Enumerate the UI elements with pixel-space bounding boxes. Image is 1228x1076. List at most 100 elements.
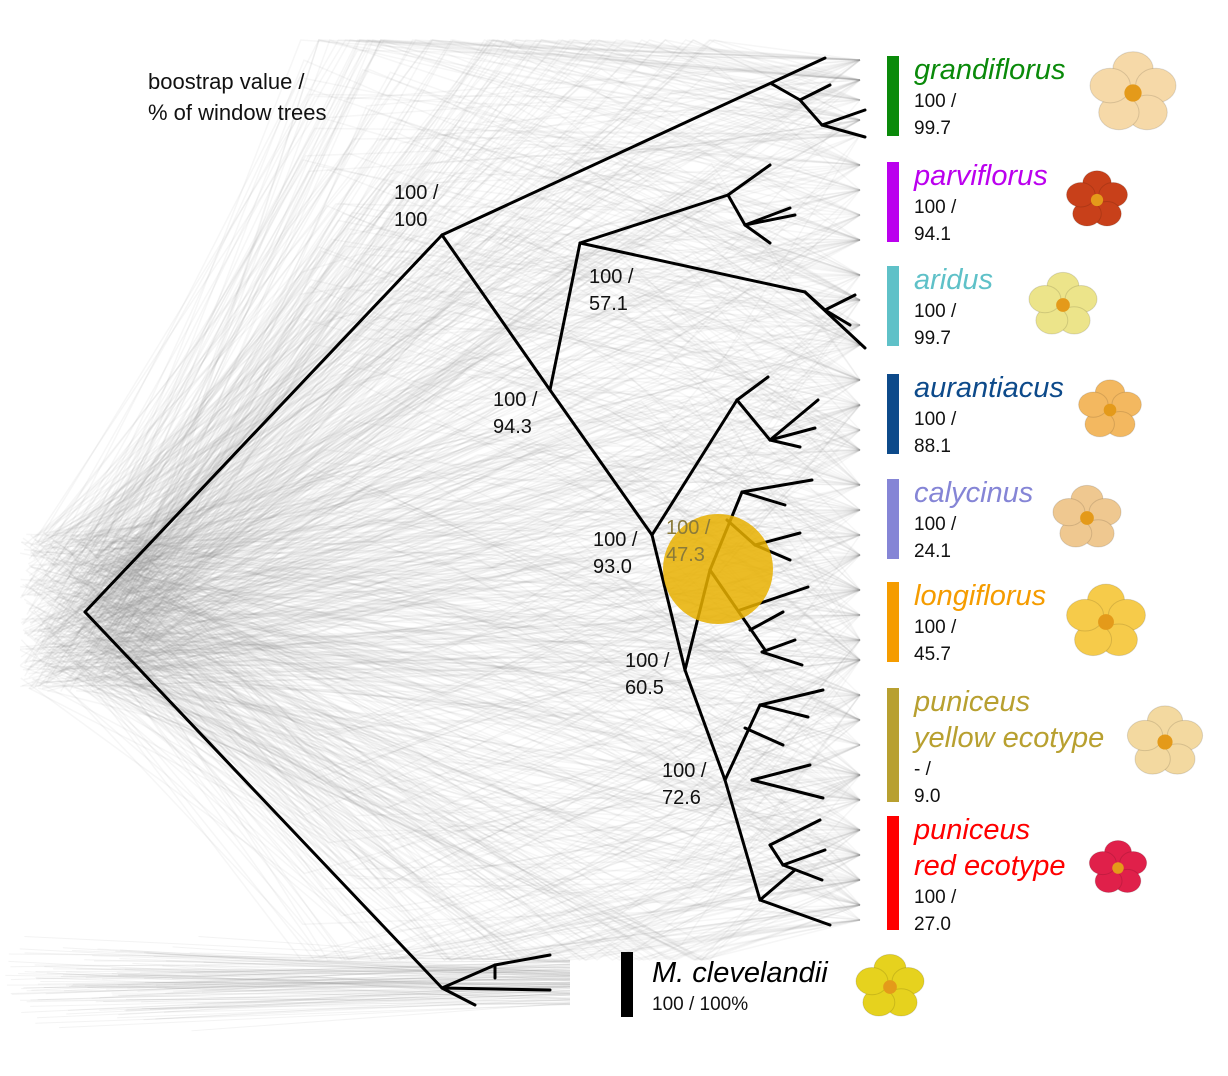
- window-tree-line: [76, 134, 861, 614]
- window-tree-line: [127, 688, 861, 961]
- window-tree-line: [60, 464, 861, 696]
- window-tree-line: [128, 535, 861, 911]
- window-tree-line: [128, 71, 861, 536]
- window-tree-line: [28, 164, 861, 577]
- window-tree-line: [68, 126, 861, 578]
- window-tree-line: [50, 39, 861, 568]
- window-tree-line: [30, 119, 861, 558]
- window-tree-line: [34, 79, 861, 538]
- window-tree-line: [98, 207, 861, 616]
- window-tree-line: [49, 164, 861, 640]
- window-tree-line: [36, 610, 861, 937]
- window-tree-line: [25, 67, 861, 572]
- window-tree-line: [43, 621, 861, 925]
- window-tree-line: [115, 379, 861, 660]
- window-tree-line: [22, 629, 861, 961]
- window-tree-line: [111, 39, 861, 603]
- window-tree-line: [83, 532, 861, 961]
- window-tree-line: [92, 197, 861, 546]
- branch: [740, 478, 814, 494]
- window-tree-line: [116, 661, 861, 776]
- flower-icon: [1078, 379, 1142, 438]
- window-tree-line: [91, 975, 571, 999]
- window-tree-line: [126, 545, 861, 877]
- window-tree-line: [76, 661, 861, 721]
- window-tree-line: [122, 677, 861, 893]
- window-tree-line: [43, 590, 861, 961]
- window-tree-line: [114, 162, 861, 624]
- window-tree-line: [119, 39, 861, 602]
- window-tree-line: [90, 193, 861, 666]
- window-tree-line: [101, 586, 861, 631]
- window-tree-line: [103, 650, 861, 917]
- flower-images: [855, 51, 1204, 1017]
- window-tree-line: [90, 170, 861, 657]
- window-tree-line: [73, 594, 861, 906]
- window-tree-line: [45, 379, 861, 550]
- taxon-window: 99.7: [914, 328, 951, 349]
- window-tree-line: [115, 632, 861, 881]
- taxon-support: 100 /: [914, 197, 957, 218]
- highlight-circle: [663, 514, 773, 624]
- window-tree-line: [86, 68, 861, 645]
- window-tree-line: [89, 605, 861, 641]
- window-tree-line: [21, 39, 861, 626]
- window-tree-line: [137, 545, 861, 911]
- window-tree-line: [66, 76, 861, 580]
- window-tree-line: [112, 681, 861, 961]
- window-tree-line: [126, 673, 861, 801]
- window-tree-line: [79, 661, 861, 913]
- window-tree-line: [63, 561, 861, 961]
- window-tree-line: [46, 625, 861, 961]
- window-tree-line: [103, 1001, 571, 1005]
- window-tree-line: [28, 39, 861, 560]
- window-tree-line: [59, 509, 861, 654]
- window-tree-line: [33, 634, 861, 776]
- window-tree-line: [108, 221, 861, 637]
- window-tree-line: [41, 289, 861, 650]
- window-tree-line: [37, 607, 861, 859]
- window-tree-line: [96, 39, 861, 559]
- flower-icon: [1088, 839, 1148, 893]
- window-tree-line: [39, 562, 861, 721]
- window-tree-line: [69, 985, 571, 994]
- window-tree-line: [131, 555, 861, 928]
- taxon-name: parviflorus: [914, 160, 1048, 192]
- window-tree-line: [31, 267, 861, 638]
- window-tree-line: [68, 189, 861, 566]
- window-tree-line: [73, 324, 861, 621]
- window-tree-line: [131, 627, 861, 921]
- window-tree-line: [127, 164, 861, 663]
- window-tree-line: [44, 219, 861, 635]
- window-tree-line: [76, 667, 861, 776]
- window-tree-line: [19, 39, 861, 667]
- window-tree-line: [198, 935, 571, 964]
- window-tree-line: [31, 566, 861, 945]
- taxon-name: grandiflorus: [914, 54, 1066, 86]
- window-tree-line: [103, 603, 861, 801]
- window-tree-line: [30, 983, 571, 1001]
- window-tree-line: [194, 964, 571, 980]
- window-tree-line: [68, 134, 861, 648]
- window-tree-line: [37, 975, 571, 985]
- window-tree-line: [74, 93, 861, 641]
- window-tree-line: [21, 986, 571, 1013]
- window-tree-line: [144, 981, 571, 985]
- branch: [760, 638, 797, 654]
- window-tree-line: [52, 563, 861, 961]
- window-tree-line: [27, 39, 861, 596]
- node-label: 100 /72.6: [662, 760, 707, 809]
- window-tree-line: [125, 992, 571, 1012]
- window-tree-line: [85, 639, 861, 850]
- window-tree-line: [22, 684, 861, 776]
- window-tree-line: [24, 210, 861, 664]
- window-tree-line: [47, 562, 861, 666]
- clade-color-bar: [887, 374, 899, 454]
- window-tree-line: [100, 426, 861, 661]
- window-tree-line: [102, 379, 861, 600]
- window-tree-line: [34, 119, 861, 544]
- branch: [740, 490, 787, 507]
- window-tree-line: [64, 567, 861, 881]
- window-tree-line: [98, 239, 861, 602]
- window-tree-line: [54, 510, 861, 639]
